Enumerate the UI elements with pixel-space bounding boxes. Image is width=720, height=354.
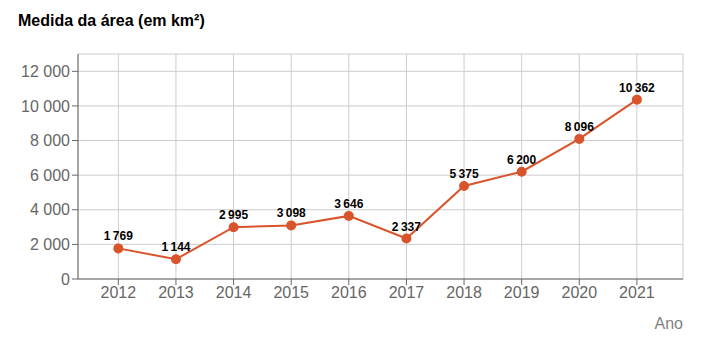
svg-text:2015: 2015 — [273, 284, 309, 301]
svg-text:1 769: 1 769 — [104, 229, 133, 243]
svg-text:1 144: 1 144 — [161, 240, 190, 254]
svg-text:4 000: 4 000 — [30, 201, 70, 218]
svg-text:2 337: 2 337 — [392, 220, 421, 234]
svg-text:2013: 2013 — [158, 284, 194, 301]
svg-text:2021: 2021 — [619, 284, 655, 301]
svg-text:2 000: 2 000 — [30, 236, 70, 253]
svg-text:2017: 2017 — [389, 284, 425, 301]
svg-text:10 362: 10 362 — [619, 81, 655, 95]
svg-text:6 200: 6 200 — [507, 153, 536, 167]
svg-text:10 000: 10 000 — [21, 98, 70, 115]
svg-text:5 375: 5 375 — [449, 167, 478, 181]
svg-text:2020: 2020 — [561, 284, 597, 301]
svg-text:6 000: 6 000 — [30, 167, 70, 184]
svg-text:2014: 2014 — [216, 284, 252, 301]
svg-text:2016: 2016 — [331, 284, 367, 301]
svg-text:2018: 2018 — [446, 284, 482, 301]
svg-text:2012: 2012 — [101, 284, 137, 301]
svg-text:12 000: 12 000 — [21, 63, 70, 80]
svg-text:8 000: 8 000 — [30, 132, 70, 149]
svg-text:3 098: 3 098 — [277, 206, 306, 220]
svg-text:2 995: 2 995 — [219, 208, 248, 222]
svg-text:8 096: 8 096 — [565, 120, 594, 134]
svg-text:Ano: Ano — [655, 315, 684, 332]
svg-text:3 646: 3 646 — [334, 197, 363, 211]
svg-text:0: 0 — [61, 271, 70, 288]
html-text:Medida da área (em km²): Medida da área (em km²) — [18, 12, 205, 29]
svg-text:2019: 2019 — [504, 284, 540, 301]
